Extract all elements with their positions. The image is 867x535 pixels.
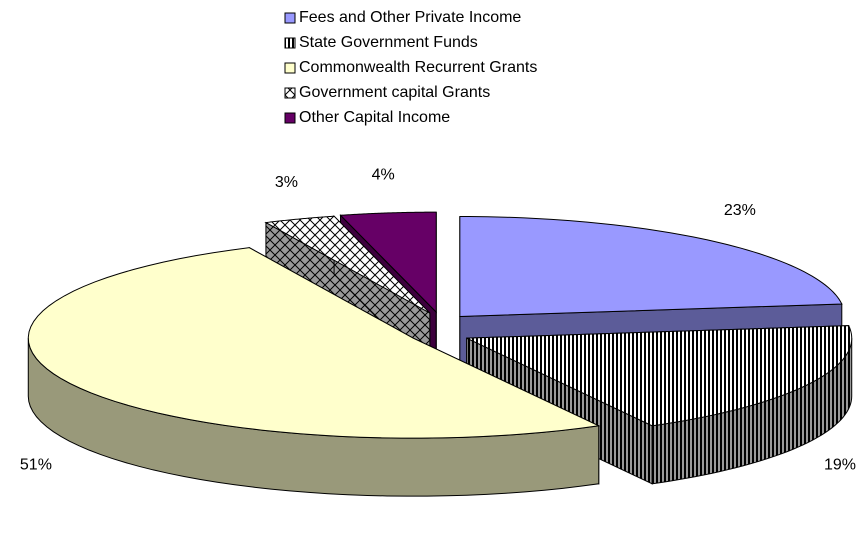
- slice: [339, 211, 437, 314]
- legend-label: Other Capital Income: [299, 109, 450, 126]
- legend: Fees and Other Private Income State Gover…: [284, 9, 537, 126]
- legend-label: Fees and Other Private Income: [299, 9, 521, 26]
- slice: [459, 215, 843, 318]
- slice: [466, 325, 853, 427]
- data-label: 4%: [372, 166, 395, 183]
- slice: [264, 215, 431, 314]
- pie: 23% 19% 51% 3% 4%: [20, 166, 856, 497]
- slice-shade: [652, 338, 852, 484]
- legend-swatch: [284, 87, 296, 99]
- legend-label: Commonwealth Recurrent Grants: [299, 59, 537, 76]
- legend-swatch: [284, 37, 296, 49]
- slice: [27, 247, 601, 439]
- data-label: 51%: [20, 456, 52, 473]
- data-label: 3%: [275, 174, 298, 191]
- data-label: 19%: [824, 456, 856, 473]
- legend-swatch: [284, 12, 296, 24]
- legend-swatch: [284, 62, 296, 74]
- data-label: 23%: [724, 202, 756, 219]
- slice-shade: [28, 338, 599, 497]
- legend-label: Government capital Grants: [299, 84, 490, 101]
- legend-swatch: [284, 112, 296, 124]
- legend-label: State Government Funds: [299, 34, 478, 51]
